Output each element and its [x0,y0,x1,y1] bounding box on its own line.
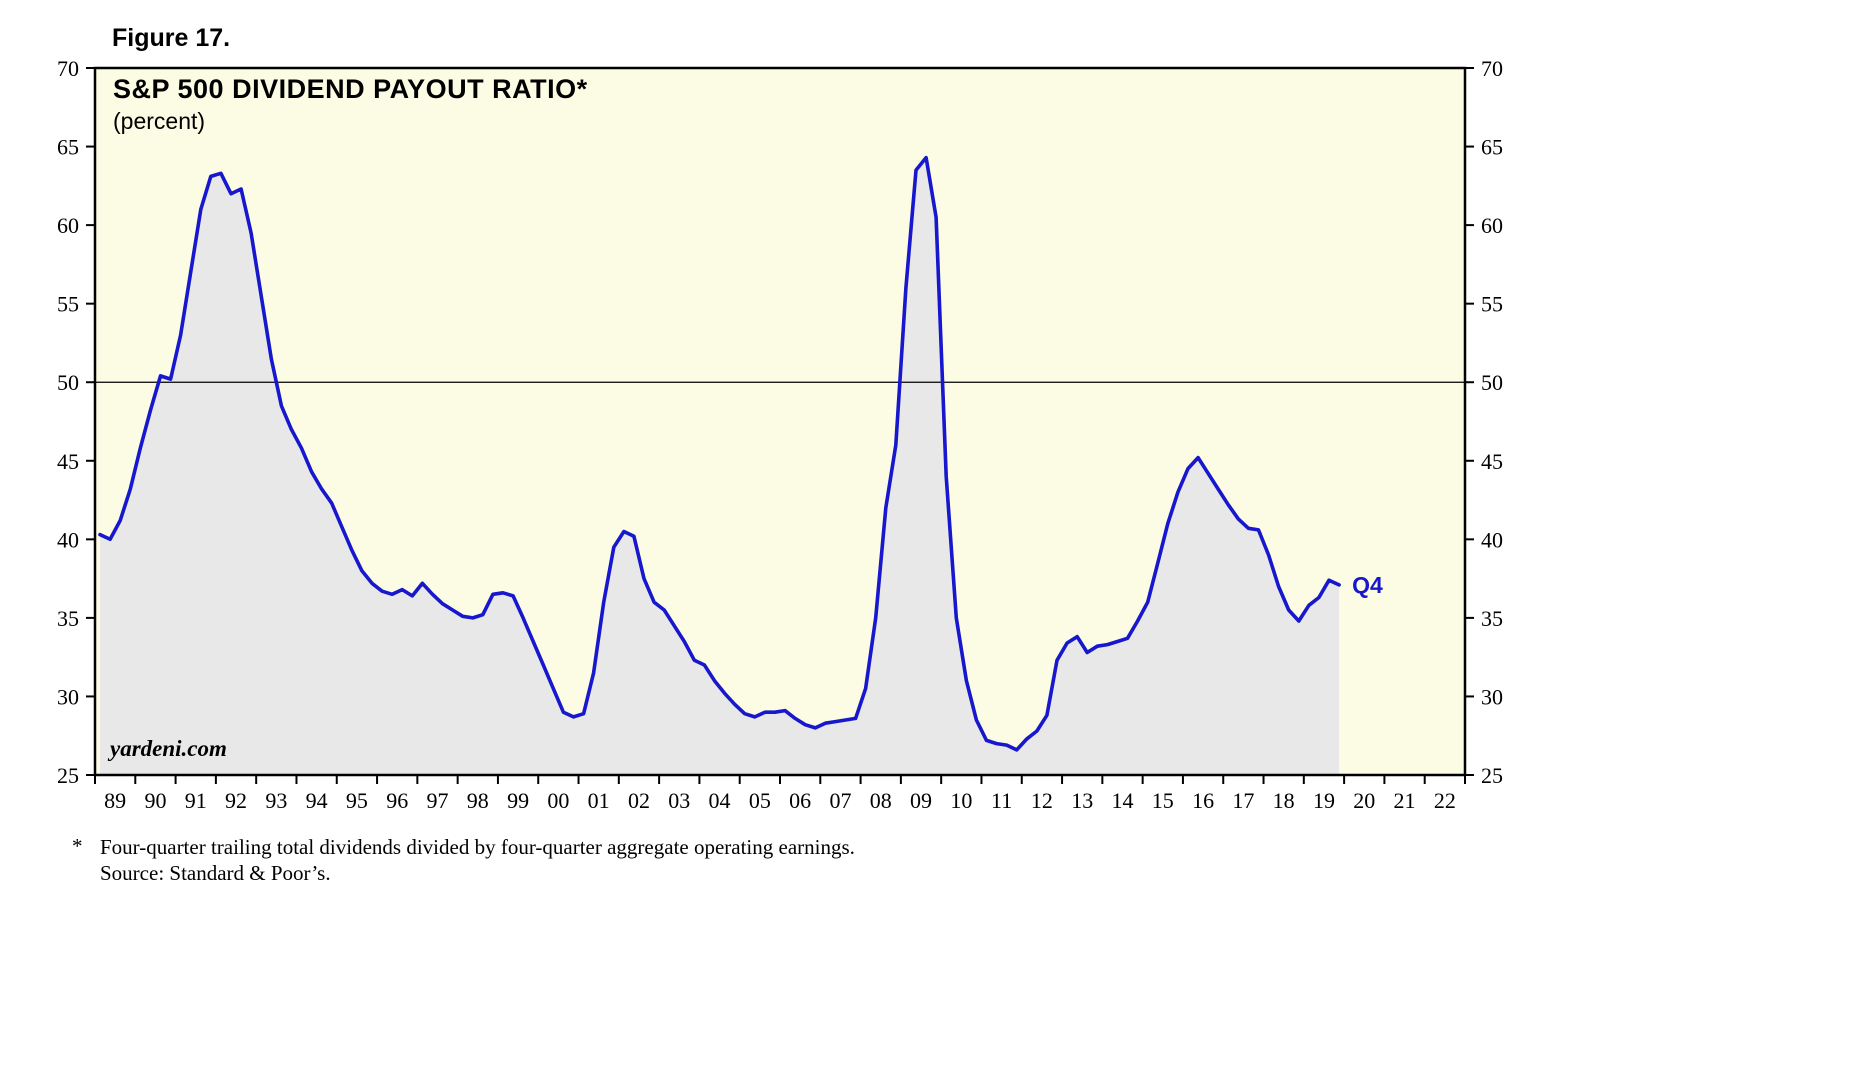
y-tick-label-right: 35 [1481,606,1503,631]
x-tick-label: 10 [950,788,972,813]
x-tick-label: 96 [386,788,408,813]
x-tick-label: 13 [1071,788,1093,813]
footnote-marker: * [72,834,83,858]
y-tick-label-left: 35 [57,606,79,631]
x-tick-label: 22 [1434,788,1456,813]
x-tick-label: 14 [1112,788,1134,813]
x-tick-label: 05 [749,788,771,813]
footnote: * Four-quarter trailing total dividends … [72,834,855,886]
x-tick-label: 89 [104,788,126,813]
y-tick-label-left: 55 [57,292,79,317]
x-tick-label: 06 [789,788,811,813]
y-tick-label-left: 50 [57,370,79,395]
x-tick-label: 19 [1313,788,1335,813]
y-tick-label-right: 70 [1481,56,1503,81]
y-tick-label-left: 45 [57,449,79,474]
y-tick-label-right: 50 [1481,370,1503,395]
x-tick-label: 98 [467,788,489,813]
x-tick-label: 04 [709,788,731,813]
x-tick-label: 11 [991,788,1012,813]
figure-label: Figure 17. [112,24,231,52]
x-tick-label: 94 [306,788,328,813]
y-tick-label-left: 65 [57,135,79,160]
y-tick-label-right: 55 [1481,292,1503,317]
y-tick-label-right: 25 [1481,763,1503,788]
y-tick-label-right: 45 [1481,449,1503,474]
y-tick-label-left: 60 [57,213,79,238]
x-tick-label: 90 [144,788,166,813]
x-tick-label: 21 [1394,788,1416,813]
footnote-line-2: Source: Standard & Poor’s. [100,861,331,885]
x-tick-label: 17 [1232,788,1254,813]
x-tick-label: 20 [1353,788,1375,813]
x-tick-label: 02 [628,788,650,813]
x-tick-label: 03 [668,788,690,813]
chart-subtitle: (percent) [113,108,206,134]
y-tick-label-right: 30 [1481,684,1503,709]
x-tick-label: 01 [588,788,610,813]
series-end-label: Q4 [1352,572,1383,598]
y-tick-label-left: 25 [57,763,79,788]
x-tick-label: 08 [870,788,892,813]
x-tick-label: 99 [507,788,529,813]
footnote-line-1: Four-quarter trailing total dividends di… [100,835,855,859]
watermark-yardeni: yardeni.com [110,736,227,761]
chart-title: S&P 500 DIVIDEND PAYOUT RATIO* [113,74,588,104]
y-tick-label-right: 60 [1481,213,1503,238]
x-tick-label: 12 [1031,788,1053,813]
x-tick-label: 18 [1273,788,1295,813]
y-tick-label-left: 70 [57,56,79,81]
area-fill [100,157,1340,776]
x-tick-label: 92 [225,788,247,813]
y-tick-label-right: 65 [1481,135,1503,160]
x-tick-label: 07 [829,788,851,813]
x-tick-label: 91 [185,788,207,813]
x-tick-label: 95 [346,788,368,813]
x-tick-label: 16 [1192,788,1214,813]
y-tick-label-left: 30 [57,684,79,709]
x-tick-label: 93 [265,788,287,813]
y-tick-label-right: 40 [1481,527,1503,552]
y-tick-label-left: 40 [57,527,79,552]
x-tick-label: 97 [427,788,449,813]
x-tick-label: 09 [910,788,932,813]
x-tick-label: 00 [547,788,569,813]
payout-ratio-line [98,155,1341,752]
x-tick-label: 15 [1152,788,1174,813]
